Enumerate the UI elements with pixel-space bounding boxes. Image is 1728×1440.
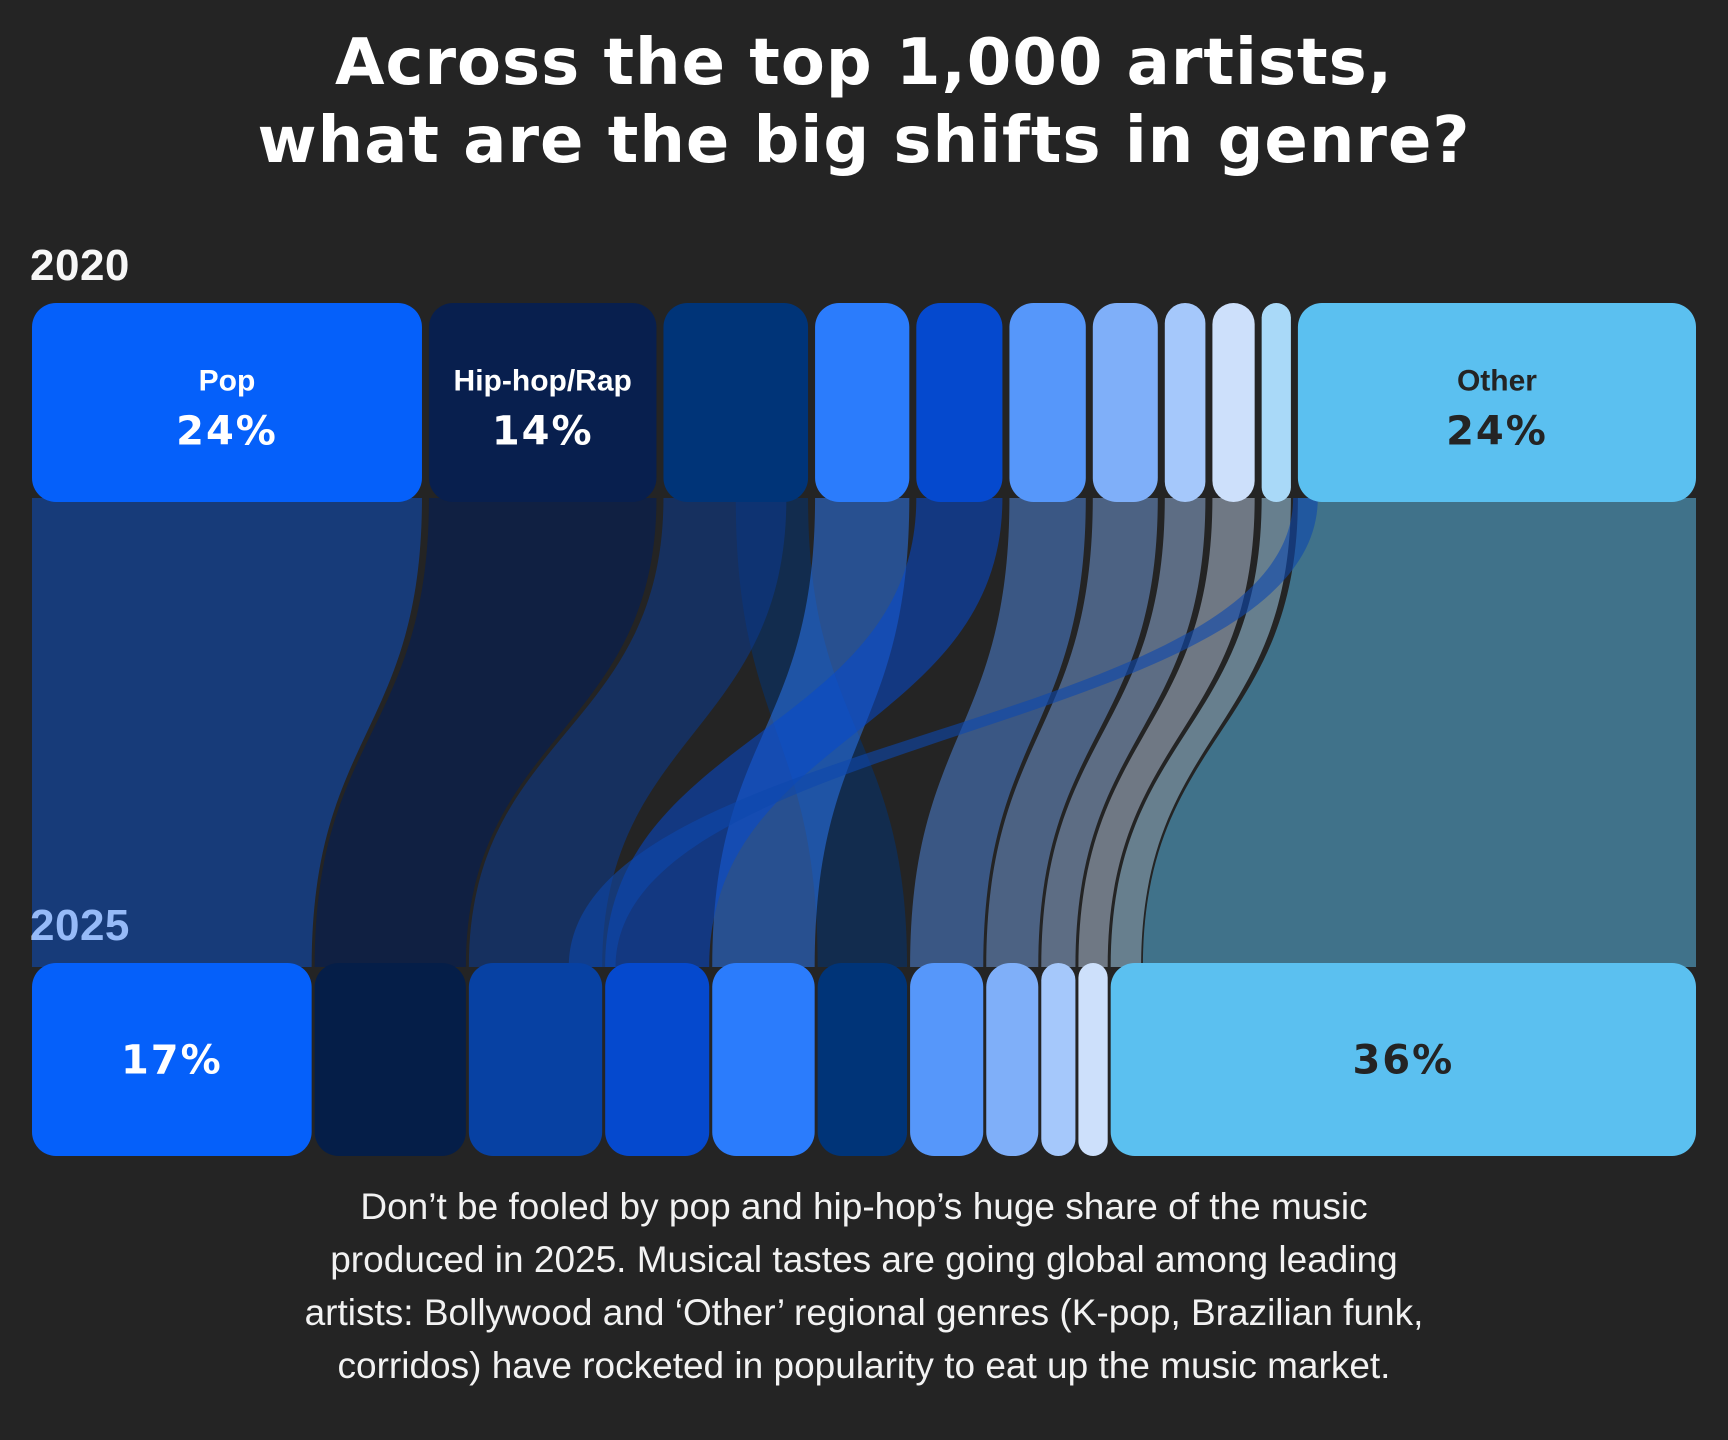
sankey-node-2020-10 bbox=[1297, 303, 1696, 502]
sankey-node-2025-0 bbox=[32, 963, 312, 1156]
year-label-2020: 2020 bbox=[30, 241, 130, 290]
footer-line: Don’t be fooled by pop and hip-hop’s hug… bbox=[360, 1186, 1368, 1227]
sankey-node-2025-6 bbox=[910, 963, 984, 1156]
sankey-node-2025-5 bbox=[817, 963, 908, 1156]
sankey-node-2020-0 bbox=[32, 303, 422, 502]
footer-line: artists: Bollywood and ‘Other’ regional … bbox=[304, 1292, 1424, 1333]
sankey-node-2025-4 bbox=[712, 963, 815, 1156]
flow-seg5-flow bbox=[605, 498, 1003, 967]
flow-seg3-to-node3 bbox=[468, 498, 787, 967]
node-genre-label: Pop bbox=[199, 365, 256, 398]
sankey-node-2025-7 bbox=[986, 963, 1039, 1156]
flow-seg10-to-other bbox=[1110, 498, 1291, 967]
node-percent-label: 24% bbox=[176, 409, 278, 455]
footer-caption: Don’t be fooled by pop and hip-hop’s hug… bbox=[0, 1180, 1728, 1392]
sankey-node-2025-3 bbox=[605, 963, 710, 1156]
sankey-node-2025-8 bbox=[1041, 963, 1076, 1156]
node-genre-label: Hip-hop/Rap bbox=[454, 365, 632, 398]
sankey-chart: Pop 24% Hip-hop/Rap 14% Other 24% 17% 36% bbox=[32, 303, 1696, 1156]
flow-seg9-flow bbox=[1078, 498, 1255, 967]
sankey-node-2020-5 bbox=[1009, 303, 1086, 502]
year-label-2025: 2025 bbox=[30, 901, 130, 950]
sankey-node-2025-9 bbox=[1078, 963, 1108, 1156]
sankey-node-2025-2 bbox=[468, 963, 603, 1156]
sankey-node-2020-7 bbox=[1164, 303, 1206, 502]
page-title: Across the top 1,000 artists, what are th… bbox=[0, 24, 1728, 180]
flow-hiphop-flow bbox=[314, 498, 657, 967]
sankey-node-2020-4 bbox=[916, 303, 1003, 502]
sankey-node-2020-9 bbox=[1261, 303, 1291, 502]
sankey-node-2020-6 bbox=[1092, 303, 1158, 502]
flow-seg8-flow bbox=[1041, 498, 1206, 967]
node-genre-label: Other bbox=[1457, 365, 1537, 398]
footer-line: produced in 2025. Musical tastes are goi… bbox=[330, 1239, 1398, 1280]
sankey-node-2025-10 bbox=[1110, 963, 1696, 1156]
flow-seg6-flow bbox=[910, 498, 1086, 967]
node-percent-label: 36% bbox=[1352, 1038, 1454, 1084]
sankey-node-2020-2 bbox=[663, 303, 809, 502]
node-percent-label: 17% bbox=[121, 1038, 223, 1084]
page-title-line1: Across the top 1,000 artists, bbox=[334, 26, 1394, 100]
flow-other-to-other bbox=[1142, 498, 1696, 967]
node-percent-label: 24% bbox=[1446, 409, 1548, 455]
sankey-node-2020-3 bbox=[815, 303, 910, 502]
flow-other-crossing-flow bbox=[568, 498, 1318, 967]
flow-pop-flow bbox=[32, 498, 422, 967]
page-title-line2: what are the big shifts in genre? bbox=[257, 104, 1471, 178]
sankey-node-2020-8 bbox=[1212, 303, 1255, 502]
flow-seg7-flow bbox=[986, 498, 1158, 967]
node-percent-label: 14% bbox=[492, 409, 594, 455]
sankey-node-2020-1 bbox=[428, 303, 657, 502]
footer-line: corridos) have rocketed in popularity to… bbox=[337, 1345, 1391, 1386]
sankey-node-2025-1 bbox=[314, 963, 466, 1156]
